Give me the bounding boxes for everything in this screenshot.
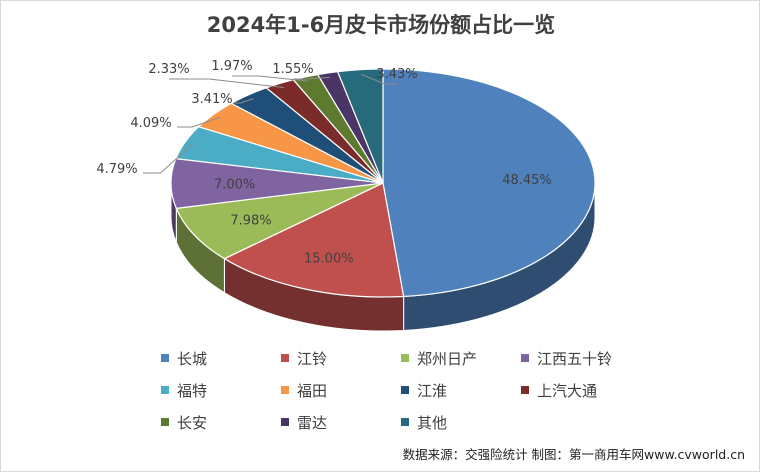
legend-label: 其他 (417, 413, 448, 432)
legend-swatch (401, 354, 409, 362)
legend-item-6: 江淮 (401, 379, 521, 401)
data-label-7: 2.33% (148, 62, 189, 77)
legend-item-7: 上汽大通 (521, 379, 631, 401)
leader-line-6 (234, 98, 254, 104)
leader-line-5 (177, 116, 221, 128)
legend-swatch (401, 418, 409, 426)
legend-label: 江铃 (297, 349, 328, 368)
pie-slice-2 (175, 182, 384, 260)
legend-swatch (281, 386, 289, 394)
leader-line-7 (169, 78, 284, 88)
legend-swatch (161, 354, 169, 362)
legend-swatch (161, 418, 169, 426)
data-label-6: 3.41% (191, 92, 232, 107)
legend: 长城 江铃 郑州日产 江西五十铃福特 福田 江淮 上汽大通长安 雷达 其他 (161, 347, 631, 433)
data-label-4: 4.79% (96, 162, 137, 177)
pie-slice-10 (336, 68, 384, 184)
legend-swatch (281, 418, 289, 426)
legend-label: 长城 (177, 349, 208, 368)
legend-item-2: 郑州日产 (401, 347, 521, 369)
legend-label: 长安 (177, 413, 208, 432)
legend-label: 福田 (297, 381, 328, 400)
legend-item-10: 其他 (401, 411, 521, 433)
legend-swatch (281, 354, 289, 362)
chart-title: 2024年1-6月皮卡市场份额占比一览 (206, 13, 556, 37)
legend-swatch (521, 354, 529, 362)
legend-label: 上汽大通 (537, 381, 598, 400)
data-label-10: 3.43% (376, 67, 417, 82)
data-label-0: 48.45% (502, 173, 552, 188)
legend-swatch (401, 386, 409, 394)
legend-label: 雷达 (297, 413, 328, 432)
legend-label: 江西五十铃 (537, 349, 613, 368)
legend-label: 郑州日产 (417, 349, 478, 368)
leader-line-9 (293, 76, 330, 80)
legend-item-9: 雷达 (281, 411, 401, 433)
legend-item-8: 长安 (161, 411, 281, 433)
data-label-5: 4.09% (130, 116, 171, 131)
legend-item-0: 长城 (161, 347, 281, 369)
pie-slice-0 (382, 68, 596, 298)
leader-line-4 (143, 143, 194, 174)
pie-slice-1 (223, 182, 405, 298)
leader-line-10 (360, 73, 397, 85)
pie-top-faces (170, 68, 596, 298)
legend-item-4: 福特 (161, 379, 281, 401)
legend-swatch (161, 386, 169, 394)
data-label-9: 1.55% (272, 62, 313, 77)
legend-swatch (521, 386, 529, 394)
legend-item-3: 江西五十铃 (521, 347, 631, 369)
data-label-1: 15.00% (304, 251, 354, 266)
source-note: 数据来源：交强险统计 制图：第一商用车网www.cvworld.cn (402, 447, 745, 462)
data-label-8: 1.97% (211, 59, 252, 74)
legend-label: 福特 (177, 381, 208, 400)
data-label-2: 7.98% (230, 213, 271, 228)
data-label-3: 7.00% (214, 177, 255, 192)
legend-item-1: 江铃 (281, 347, 401, 369)
legend-label: 江淮 (417, 381, 448, 400)
legend-item-5: 福田 (281, 379, 401, 401)
pie-data-labels: 48.45% 15.00% 7.98% 7.00% 4.79% 4.09% 3.41%2.3… (96, 59, 551, 266)
leader-line-8 (232, 75, 309, 82)
